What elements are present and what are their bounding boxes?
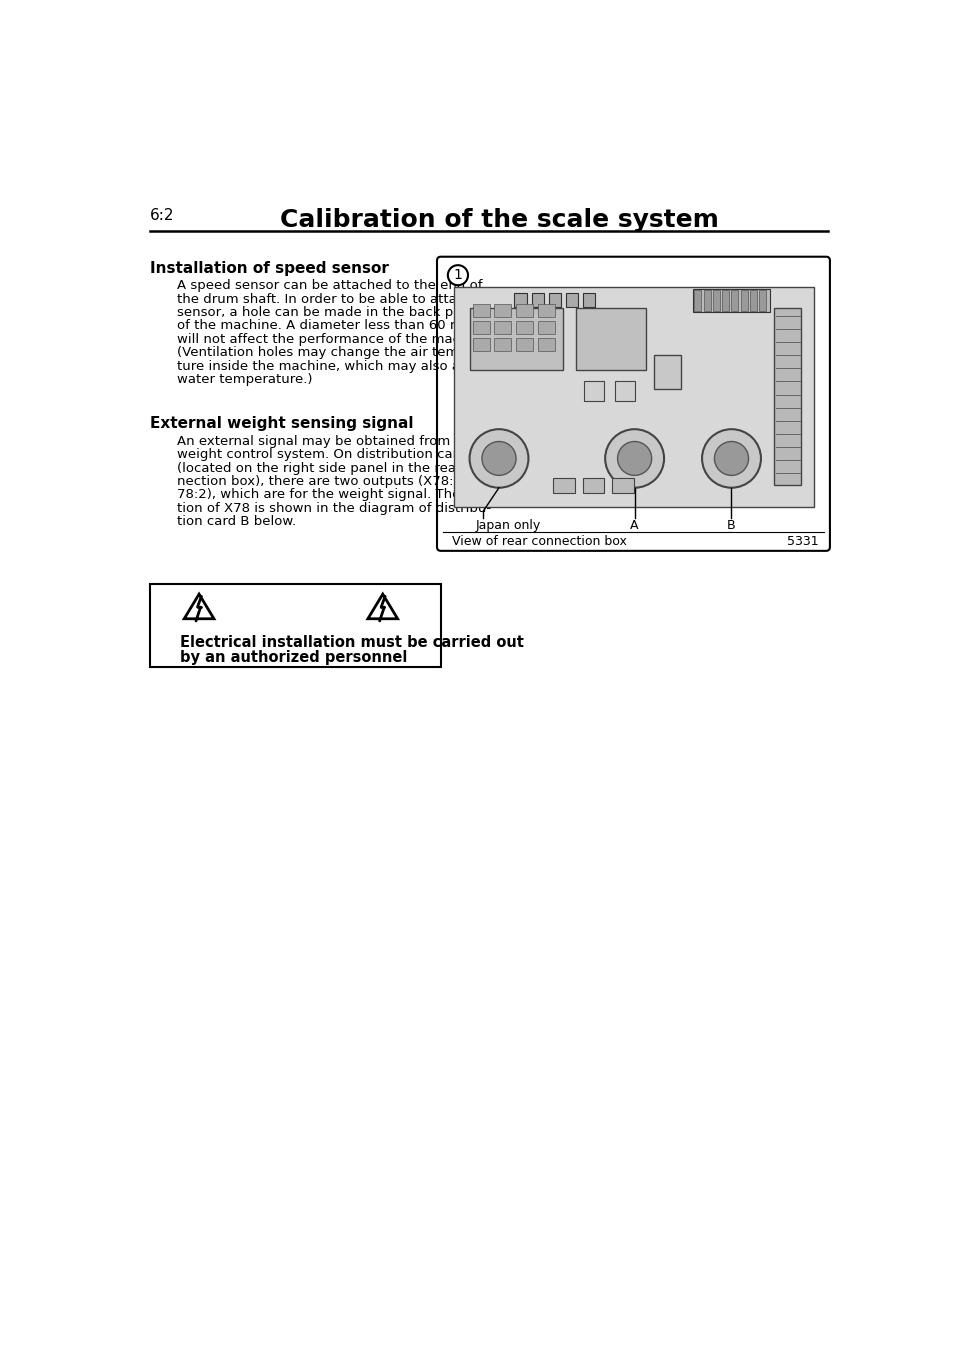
Bar [537,321,555,333]
Text: sensor, a hole can be made in the back panel: sensor, a hole can be made in the back p… [177,306,482,319]
Text: A speed sensor can be attached to the end of: A speed sensor can be attached to the en… [177,279,482,292]
Text: External weight sensing signal: External weight sensing signal [150,416,414,431]
Text: Installation of speed sensor: Installation of speed sensor [150,261,389,275]
Circle shape [617,441,651,475]
Text: the drum shaft. In order to be able to attach the: the drum shaft. In order to be able to a… [177,293,498,305]
Bar [773,308,801,486]
Bar [548,293,560,306]
Text: Japan only: Japan only [476,518,540,532]
Bar [472,321,489,333]
Bar [749,290,757,312]
Bar [576,308,645,370]
Polygon shape [184,594,213,618]
Bar [537,305,555,317]
Text: 1: 1 [453,269,462,282]
Circle shape [604,429,663,487]
Text: (Ventilation holes may change the air tempera-: (Ventilation holes may change the air te… [177,347,494,359]
Bar [721,290,728,312]
Text: 78:2), which are for the weight signal. The loca-: 78:2), which are for the weight signal. … [177,489,497,501]
Bar [472,305,489,317]
Bar [692,289,769,312]
Bar [615,382,634,401]
Bar [553,478,575,493]
Bar [703,290,710,312]
Text: water temperature.): water temperature.) [177,374,313,386]
Circle shape [447,265,468,285]
Bar [454,286,814,508]
Circle shape [701,429,760,487]
Circle shape [469,429,528,487]
Bar [583,382,603,401]
Bar [537,339,555,351]
Text: 6:2: 6:2 [150,208,174,223]
Bar [516,305,533,317]
FancyBboxPatch shape [436,256,829,551]
Bar [612,478,633,493]
Text: by an authorized personnel: by an authorized personnel [179,651,407,666]
Text: will not affect the performance of the machine.: will not affect the performance of the m… [177,333,493,346]
Text: A: A [630,518,639,532]
Bar [531,293,543,306]
Bar [469,308,562,370]
Text: weight control system. On distribution card B: weight control system. On distribution c… [177,448,479,462]
Text: ture inside the machine, which may also affect: ture inside the machine, which may also … [177,360,490,373]
Bar [494,321,511,333]
Bar [582,478,604,493]
Text: View of rear connection box: View of rear connection box [452,536,627,548]
Circle shape [481,441,516,475]
Text: Calibration of the scale system: Calibration of the scale system [279,208,718,232]
Text: B: B [726,518,735,532]
Bar [472,339,489,351]
Bar [694,290,700,312]
Bar [150,585,440,667]
Text: nection box), there are two outputs (X78:1 and X: nection box), there are two outputs (X78… [177,475,504,487]
Text: tion card B below.: tion card B below. [177,516,296,528]
Bar [565,293,578,306]
Bar [516,321,533,333]
Circle shape [714,441,748,475]
Text: 5331: 5331 [786,536,818,548]
Bar [516,339,533,351]
Bar [494,339,511,351]
Polygon shape [368,594,397,618]
Bar [582,293,595,306]
Bar [731,290,738,312]
Bar [514,293,526,306]
Bar [712,290,720,312]
Text: of the machine. A diameter less than 60 mm: of the machine. A diameter less than 60 … [177,320,476,332]
Bar [654,355,680,389]
Bar [494,305,511,317]
Text: (located on the right side panel in the rear con-: (located on the right side panel in the … [177,462,495,475]
Text: tion of X78 is shown in the diagram of distribu-: tion of X78 is shown in the diagram of d… [177,502,491,514]
Bar [759,290,765,312]
Text: Electrical installation must be carried out: Electrical installation must be carried … [179,634,523,649]
Bar [740,290,747,312]
Text: An external signal may be obtained from the: An external signal may be obtained from … [177,435,476,448]
